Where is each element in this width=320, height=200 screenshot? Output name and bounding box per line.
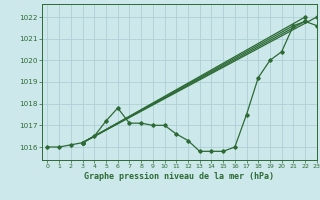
X-axis label: Graphe pression niveau de la mer (hPa): Graphe pression niveau de la mer (hPa) [84,172,274,181]
